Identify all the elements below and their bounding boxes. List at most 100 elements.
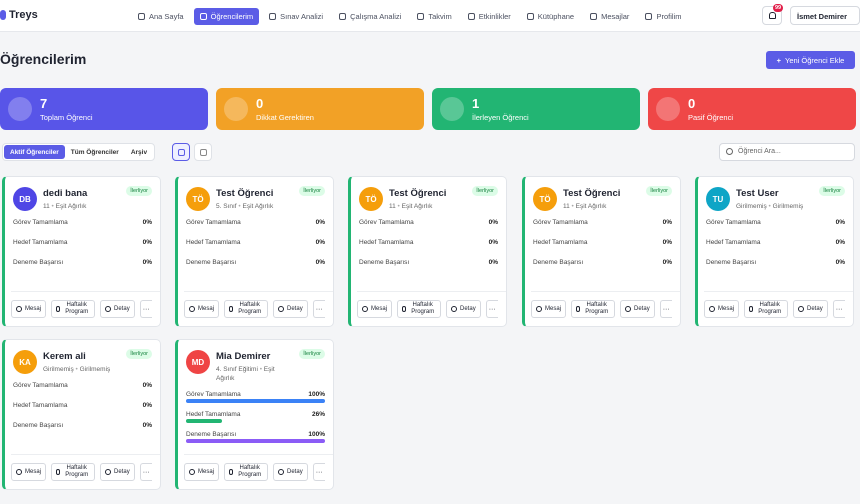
metric-value: 0%	[142, 219, 152, 226]
action-icon	[451, 306, 458, 312]
action-icon	[229, 306, 234, 312]
nav-icon	[269, 13, 277, 20]
detail: Girilmemiş	[736, 203, 767, 210]
action-button[interactable]: Haftalık Program	[224, 300, 269, 318]
more-button[interactable]: ···	[312, 300, 325, 318]
student-details: GirilmemişGirilmemiş	[43, 365, 118, 374]
avatar: TU	[706, 187, 730, 211]
avatar: TÖ	[533, 187, 557, 211]
action-button[interactable]: Mesaj	[704, 300, 740, 318]
stat-label: Dikkat Gerektiren	[256, 113, 314, 122]
nav-icon	[526, 13, 534, 20]
status-badge: İlerliyor	[299, 349, 325, 359]
notifications[interactable]: 99	[762, 4, 784, 25]
nav-icon	[339, 13, 347, 20]
metrics: Görev Tamamlama 0% Hedef Tamamlama 0% Deneme…	[533, 219, 672, 279]
action-button[interactable]: Mesaj	[184, 300, 220, 318]
metric-value: 0%	[142, 382, 152, 389]
metric-label: Hedef Tamamlama	[359, 239, 414, 246]
action-button[interactable]: Detay	[100, 463, 135, 481]
action-button[interactable]: Detay	[446, 300, 481, 318]
student-name: dedi bana	[43, 188, 88, 199]
more-button[interactable]: ···	[485, 300, 498, 318]
action-button[interactable]: Mesaj	[184, 463, 220, 481]
metric-value: 0%	[488, 259, 498, 266]
stat-card: 0 Pasif Öğrenci	[648, 88, 856, 130]
nav-icon	[467, 13, 475, 20]
nav-item[interactable]: Profilim	[639, 8, 687, 25]
more-button[interactable]: ···	[832, 300, 845, 318]
stat-card: 0 Dikkat Gerektiren	[216, 88, 424, 130]
metric-value: 100%	[308, 431, 325, 438]
action-button[interactable]: Mesaj	[11, 300, 47, 318]
more-button[interactable]: ···	[659, 300, 672, 318]
metric-value: 0%	[835, 219, 845, 226]
nav-item[interactable]: Ana Sayfa	[132, 8, 190, 25]
metric-label: Görev Tamamlama	[706, 219, 761, 226]
status-badge: İlerliyor	[819, 186, 845, 196]
action-button[interactable]: Haftalık Program	[744, 300, 789, 318]
tab[interactable]: Arşiv	[130, 149, 148, 156]
metric: Deneme Başarısı 100%	[186, 431, 325, 451]
action-button[interactable]: Haftalık Program	[224, 463, 269, 481]
action-button[interactable]: Haftalık Program	[51, 463, 96, 481]
navbar: Treys Ana Sayfa Öğrencilerim Sınav Analizi…	[0, 0, 860, 32]
nav-item[interactable]: Kütüphane	[521, 8, 580, 25]
student-card: TÖ İlerliyor Test Öğrenci 5. SınıfEşit Ağır…	[175, 176, 334, 327]
more-button[interactable]: ···	[312, 463, 325, 481]
metric: Hedef Tamamlama 26%	[186, 411, 325, 431]
stat-value: 7	[40, 96, 48, 111]
nav-item[interactable]: Çalışma Analizi	[333, 8, 407, 25]
metrics: Görev Tamamlama 0% Hedef Tamamlama 0% Deneme…	[13, 382, 152, 442]
action-button[interactable]: Haftalık Program	[397, 300, 442, 318]
tab[interactable]: Tüm Öğrenciler	[70, 149, 119, 156]
action-button[interactable]: Detay	[620, 300, 655, 318]
action-button[interactable]: Mesaj	[11, 463, 47, 481]
action-button[interactable]: Detay	[273, 463, 308, 481]
detail: 4. Sınıf Eğitimi	[216, 366, 258, 373]
avatar: TÖ	[359, 187, 383, 211]
nav-item[interactable]: Mesajlar	[584, 8, 635, 25]
action-button[interactable]: Detay	[100, 300, 135, 318]
tab[interactable]: Aktif Öğrenciler	[4, 145, 65, 159]
progress-bar	[186, 399, 325, 403]
nav-item[interactable]: Takvim	[411, 8, 457, 25]
action-button[interactable]: Detay	[273, 300, 308, 318]
grid-view[interactable]	[172, 143, 190, 161]
action-label: Mesaj	[198, 305, 215, 312]
action-button[interactable]: Detay	[793, 300, 828, 318]
search[interactable]: Öğrenci Ara...	[719, 143, 855, 161]
user-menu[interactable]: İsmet Demirer	[790, 6, 860, 25]
action-icon	[278, 306, 285, 312]
action-icon	[402, 306, 407, 312]
more-button[interactable]: ···	[139, 300, 152, 318]
add-student-button[interactable]: + Yeni Öğrenci Ekle	[766, 51, 855, 69]
metric-label: Görev Tamamlama	[13, 219, 68, 226]
nav-icon	[590, 13, 598, 20]
list-view[interactable]	[194, 143, 212, 161]
metric: Görev Tamamlama 0%	[13, 219, 152, 239]
action-icon	[798, 306, 805, 312]
metrics: Görev Tamamlama 0% Hedef Tamamlama 0% Deneme…	[186, 219, 325, 279]
metric: Deneme Başarısı 0%	[186, 259, 325, 279]
detail: 11	[389, 203, 396, 210]
nav-item[interactable]: Etkinlikler	[462, 8, 517, 25]
action-button[interactable]: Mesaj	[531, 300, 567, 318]
action-button[interactable]: Haftalık Program	[571, 300, 616, 318]
action-icon	[229, 469, 234, 475]
more-button[interactable]: ···	[139, 463, 152, 481]
stat-label: Pasif Öğrenci	[688, 113, 734, 122]
metric: Hedef Tamamlama 0%	[706, 239, 845, 259]
card-actions: Mesaj Haftalık Program Detay ···	[357, 291, 506, 318]
action-button[interactable]: Mesaj	[357, 300, 393, 318]
nav-item[interactable]: Sınav Analizi	[263, 8, 329, 25]
metric-value: 0%	[315, 239, 325, 246]
action-icon	[56, 306, 61, 312]
metric-label: Görev Tamamlama	[186, 391, 241, 398]
notification-count: 99	[773, 4, 784, 12]
nav-item[interactable]: Öğrencilerim	[193, 8, 260, 25]
brand[interactable]: Treys	[0, 9, 38, 21]
action-button[interactable]: Haftalık Program	[51, 300, 96, 318]
student-card: TÖ İlerliyor Test Öğrenci 11Eşit Ağırlık Gör…	[522, 176, 681, 327]
status-badge: İlerliyor	[472, 186, 498, 196]
